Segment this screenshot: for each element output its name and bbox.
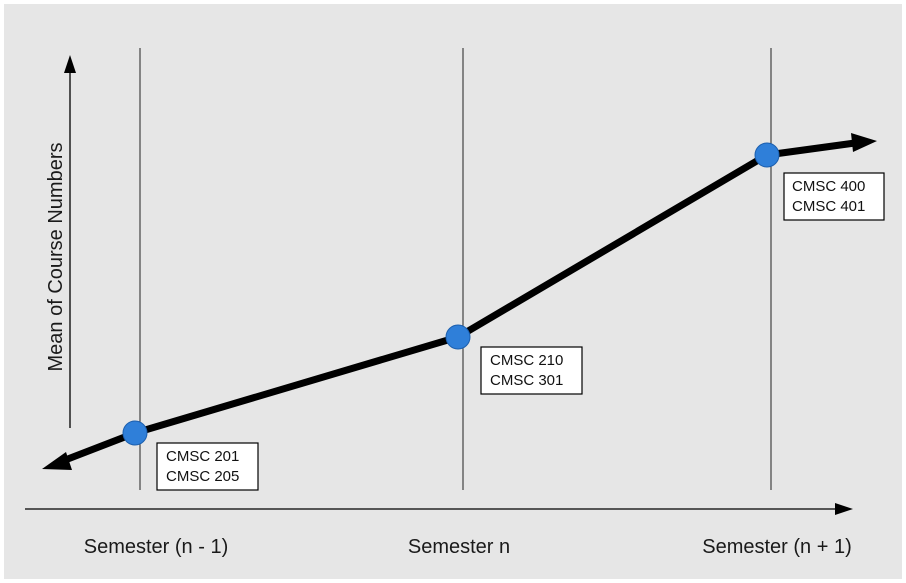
course-box-2: CMSC 210 CMSC 301 xyxy=(480,346,583,395)
course-box-3: CMSC 400 CMSC 401 xyxy=(783,172,885,221)
semester-point-3 xyxy=(754,142,780,168)
y-axis-title: Mean of Course Numbers xyxy=(45,143,67,372)
semester-label-2: Semester n xyxy=(408,536,510,558)
course-label: CMSC 400 xyxy=(792,178,865,195)
trend-arrowhead-left xyxy=(42,452,72,470)
course-label: CMSC 301 xyxy=(490,372,563,389)
trend-arrowhead-right xyxy=(851,133,877,152)
course-label: CMSC 201 xyxy=(166,448,239,465)
course-box-frame xyxy=(480,346,583,395)
course-label: CMSC 401 xyxy=(792,198,865,215)
course-box-frame xyxy=(156,442,259,491)
semester-label-1: Semester (n - 1) xyxy=(84,536,228,558)
semester-label-3: Semester (n + 1) xyxy=(702,536,852,558)
course-box-frame xyxy=(783,172,885,221)
semester-point-1 xyxy=(122,420,148,446)
course-label: CMSC 205 xyxy=(166,468,239,485)
diagram-background xyxy=(4,4,902,579)
course-label: CMSC 210 xyxy=(490,352,563,369)
semester-point-2 xyxy=(445,324,471,350)
y-axis-arrowhead xyxy=(64,55,76,73)
x-axis-arrowhead xyxy=(835,503,853,515)
course-box-1: CMSC 201 CMSC 205 xyxy=(156,442,259,491)
